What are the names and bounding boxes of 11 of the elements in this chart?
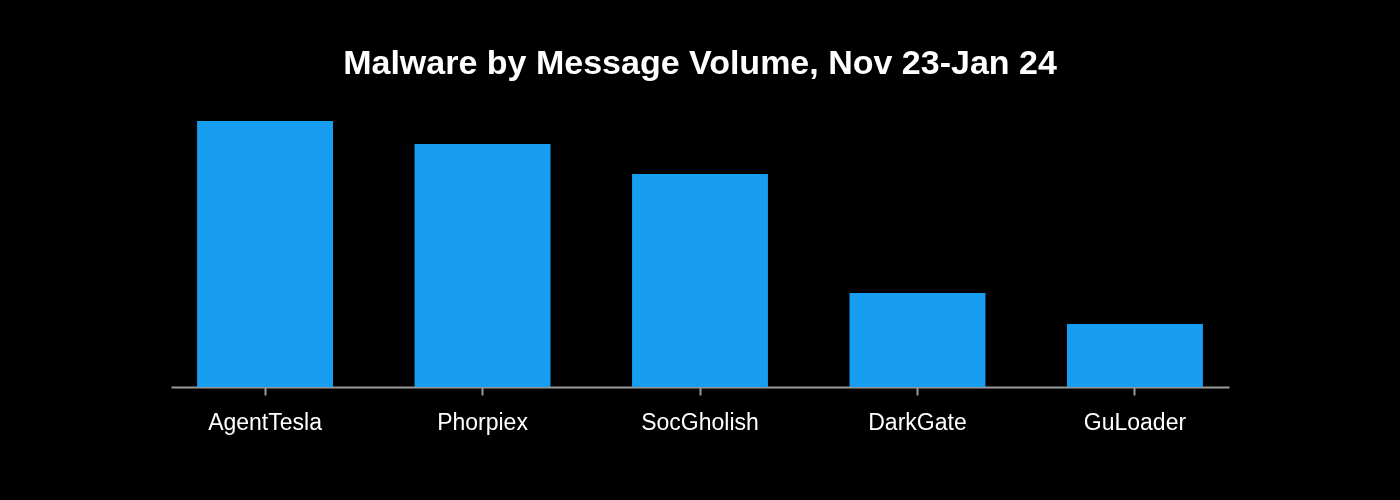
bar [1066,323,1203,387]
bar [197,121,334,387]
x-tick-label: DarkGate [868,408,967,435]
x-tick-label: Phorpiex [437,408,529,435]
bar [414,143,551,387]
bar [849,293,986,387]
x-tick-label: AgentTesla [208,408,323,435]
x-tick-label: SocGholish [641,408,759,435]
x-tick-label: GuLoader [1083,408,1187,435]
chart-title: Malware by Message Volume, Nov 23-Jan 24 [343,43,1057,81]
bar [632,173,768,387]
